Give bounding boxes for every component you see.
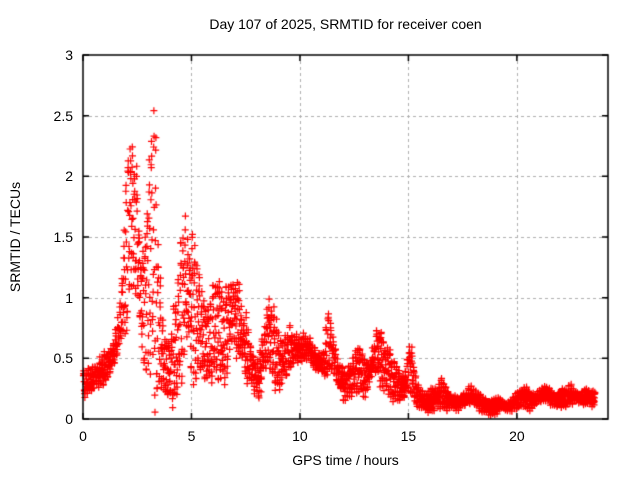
x-tick-label: 20 — [509, 428, 525, 444]
chart-title: Day 107 of 2025, SRMTID for receiver coe… — [209, 16, 482, 32]
y-tick-label: 3 — [65, 47, 73, 63]
y-tick-label: 1 — [65, 289, 73, 306]
x-tick-label: 0 — [79, 428, 87, 444]
y-tick-label: 1.5 — [53, 229, 73, 245]
x-axis-label: GPS time / hours — [292, 452, 399, 468]
y-tick-label: 0.5 — [53, 350, 73, 367]
y-tick-label: 2.5 — [53, 107, 73, 124]
x-tick-label: 15 — [400, 428, 417, 444]
y-tick-label: 0 — [65, 411, 73, 427]
y-axis-label: SRMTID / TECUs — [7, 181, 23, 293]
x-tick-label: 10 — [292, 428, 308, 444]
y-tick-label: 2 — [65, 168, 73, 185]
x-tick-label: 5 — [187, 428, 196, 444]
